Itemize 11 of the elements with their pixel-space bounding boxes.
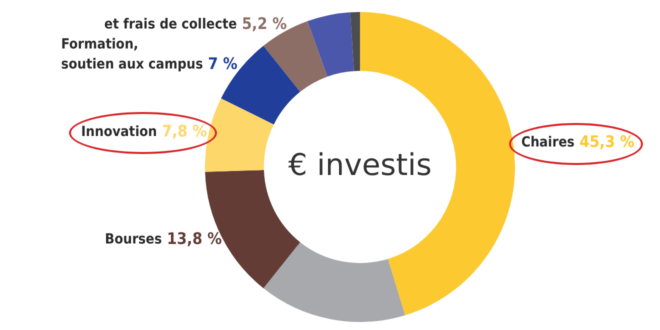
data-label: 7,8 % (157, 122, 207, 141)
text: € investis (288, 148, 432, 183)
slice-label: Formation, soutien aux campus (61, 36, 203, 72)
data-label: 13,8 % (162, 229, 222, 248)
data-label: 7 % (202, 54, 238, 73)
slice-label: Bourses (104, 232, 162, 248)
data-label: 45,3 % (574, 132, 634, 152)
slice-label: et frais de collecte (104, 16, 237, 32)
slice-label: Chaires (521, 134, 575, 151)
slice-label: Innovation (81, 124, 158, 140)
data-label: 5,2 % (236, 14, 287, 33)
